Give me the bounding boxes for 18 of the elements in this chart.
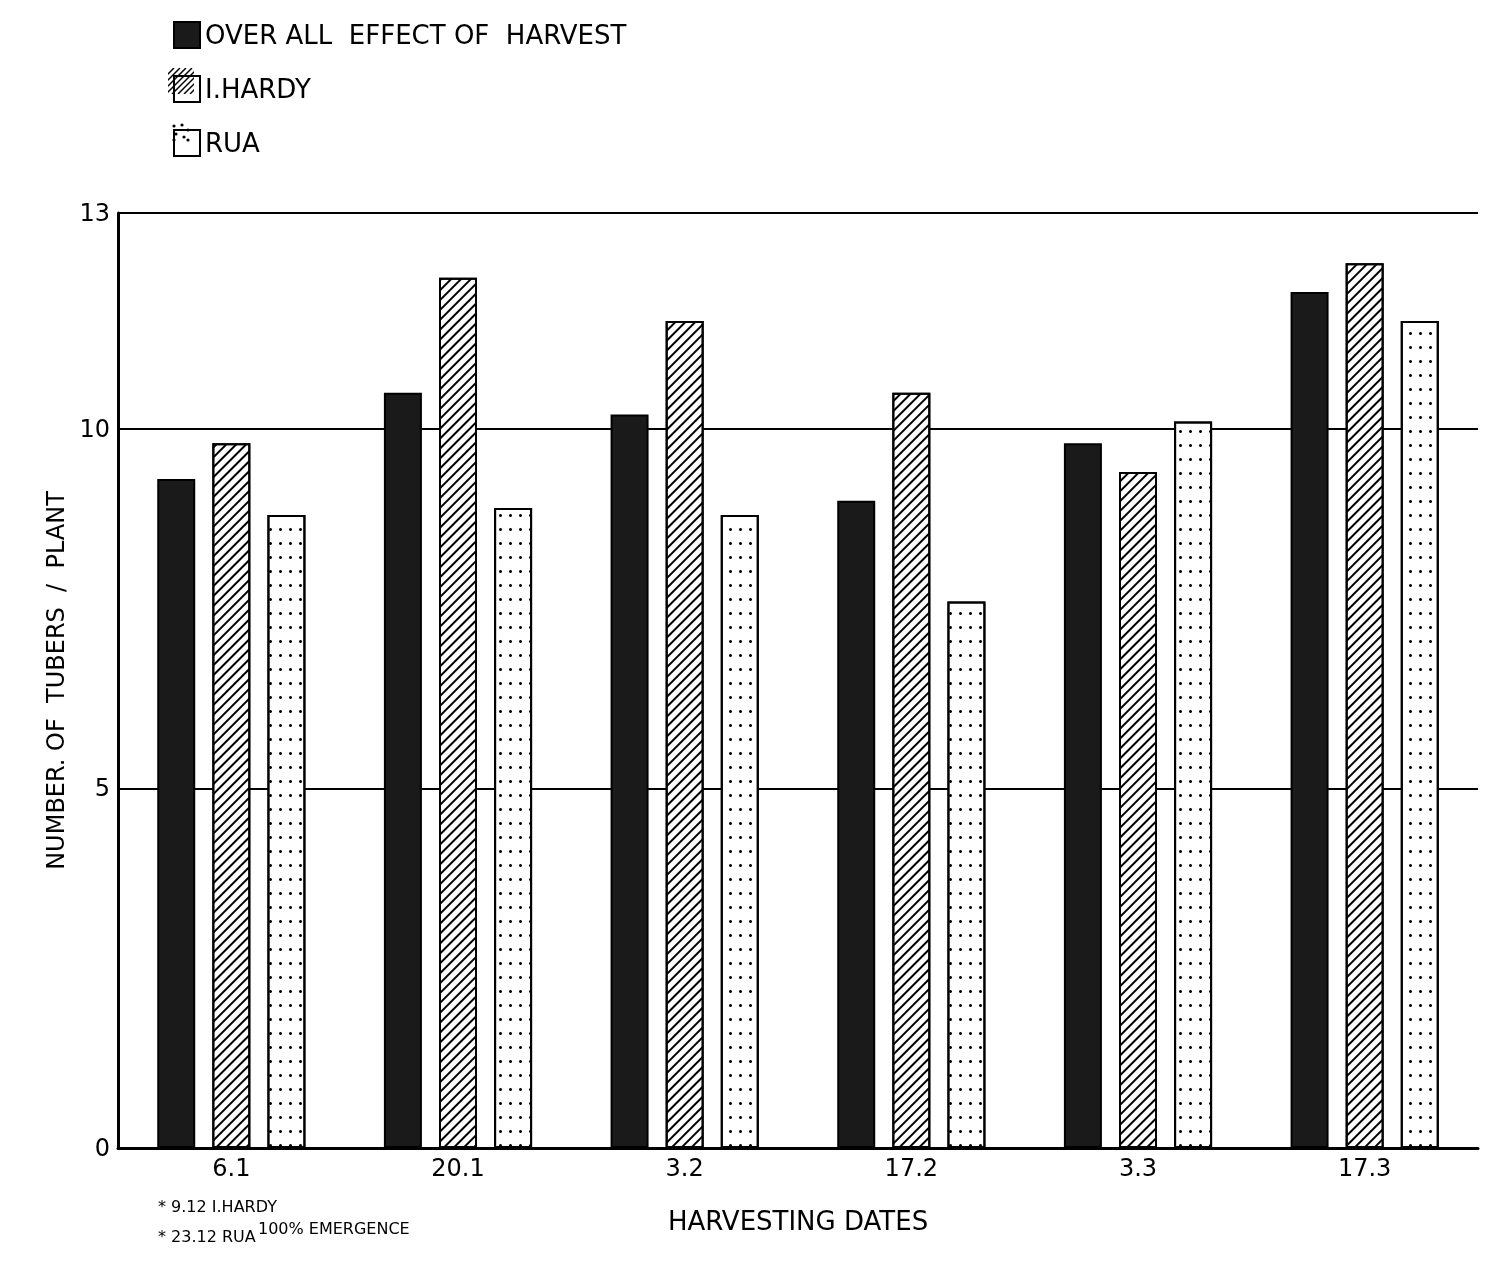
x-tick-label: 3.3 bbox=[1118, 1154, 1158, 1182]
x-tick-label: 20.1 bbox=[431, 1154, 485, 1182]
text: 100% EMERGENCE bbox=[258, 1218, 410, 1238]
x-axis-title: HARVESTING DATES bbox=[667, 1206, 929, 1236]
y-tick-label: 5 bbox=[94, 774, 110, 803]
x-tick-label: 17.3 bbox=[1337, 1154, 1392, 1182]
legend-label: I.HARDY bbox=[205, 74, 311, 104]
y-tick-label: 10 bbox=[79, 414, 110, 443]
x-tick-label: 3.2 bbox=[665, 1154, 704, 1182]
y-tick-label: 13 bbox=[79, 199, 110, 227]
text: * 9.12 I.HARDY bbox=[158, 1196, 278, 1216]
text: * 23.12 RUA bbox=[158, 1226, 256, 1246]
legend-label: RUA bbox=[205, 128, 261, 158]
x-tick-label: 17.2 bbox=[884, 1154, 939, 1182]
y-tick-label: 0 bbox=[94, 1134, 110, 1162]
y-axis-title: NUMBER. OF TUBERS / PLANT bbox=[42, 490, 70, 870]
x-tick-label: 6.1 bbox=[212, 1154, 251, 1182]
legend-label: OVER ALL EFFECT OF HARVEST bbox=[205, 20, 627, 50]
